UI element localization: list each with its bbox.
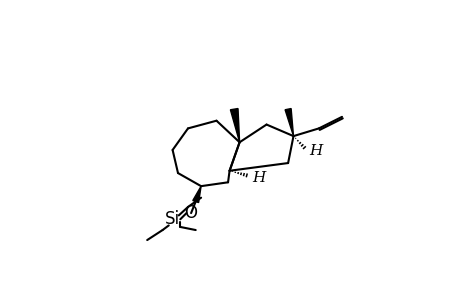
Polygon shape: [230, 109, 239, 142]
Text: O: O: [184, 204, 197, 222]
Text: Si: Si: [165, 210, 180, 228]
Polygon shape: [285, 109, 293, 136]
Text: H: H: [309, 144, 322, 158]
Text: H: H: [252, 171, 265, 185]
Polygon shape: [192, 186, 201, 202]
